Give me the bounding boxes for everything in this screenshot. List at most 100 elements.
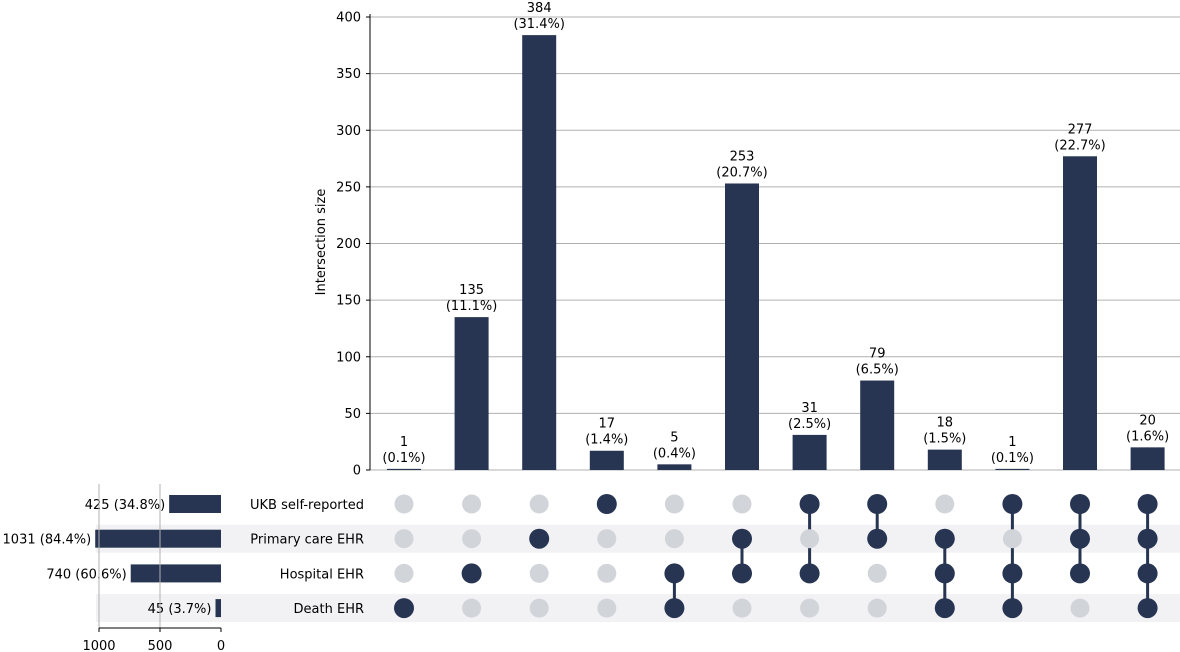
matrix-dot-active: [664, 598, 685, 619]
set-size-bars: 425 (34.8%) 1031 (84.4%) 740 (60.6%) 45 (3.…: [3, 495, 221, 618]
intersection-bar: [725, 183, 759, 471]
matrix-dot-inactive: [529, 563, 549, 583]
matrix-dot-active: [934, 598, 955, 619]
y-tick-label: 400: [336, 11, 361, 26]
bar-count-label: 277: [1068, 122, 1093, 137]
matrix-dot-inactive: [664, 529, 684, 549]
bar-value-labels: 1(0.1%)135(11.1%)384(31.4%)17(1.4%) 5(0.4…: [382, 1, 1169, 466]
matrix-dot-active: [867, 494, 888, 514]
y-tick-label: 0: [353, 464, 361, 479]
intersection-bar: [995, 468, 1030, 470]
bar-percent-label: (6.5%): [856, 363, 899, 378]
intersection-bars: [387, 35, 1165, 471]
matrix-dot-active: [394, 598, 414, 619]
y-tick-label: 50: [344, 407, 361, 422]
bar-count-label: 1: [1008, 435, 1016, 450]
set-name-label: Hospital EHR: [280, 567, 364, 582]
matrix-dot-inactive: [664, 494, 684, 514]
matrix-dot-active: [1002, 598, 1023, 619]
matrix-dot-inactive: [597, 563, 617, 583]
intersection-bar: [454, 317, 489, 470]
matrix-dot-inactive: [462, 494, 482, 514]
matrix-dot-inactive: [462, 598, 482, 618]
matrix-dot-inactive: [867, 598, 887, 618]
intersection-bar: [792, 434, 827, 470]
matrix-dot-inactive: [867, 563, 887, 583]
set-size-bar: [169, 495, 221, 513]
matrix-dot-inactive: [1002, 529, 1022, 549]
matrix-dot-active: [732, 528, 752, 549]
matrix-dot-inactive: [800, 529, 820, 549]
matrix-dot-active: [596, 494, 617, 514]
set-size-tick-label: 0: [217, 639, 225, 652]
row-stripe: [96, 594, 1180, 623]
matrix-dot-active: [664, 563, 685, 584]
y-axis-label: Intersection size: [314, 189, 329, 296]
matrix-dot-active: [867, 528, 888, 549]
intersection-bar: [522, 35, 557, 471]
bar-percent-label: (1.5%): [923, 432, 966, 447]
y-tick-label: 200: [336, 237, 361, 252]
matrix-dot-active: [1137, 528, 1158, 549]
row-stripe: [96, 524, 1180, 553]
bar-percent-label: (1.4%): [585, 433, 628, 448]
set-size-label: 45 (3.7%): [148, 602, 212, 617]
matrix-dot-inactive: [394, 563, 414, 583]
matrix-dot-inactive: [732, 598, 752, 618]
set-size-label: 1031 (84.4%): [3, 533, 92, 548]
matrix-dot-active: [799, 563, 820, 584]
intersection-bar: [1130, 447, 1165, 470]
matrix-dot-active: [1137, 563, 1158, 584]
matrix-dot-active: [799, 494, 820, 514]
matrix-dot-inactive: [529, 598, 549, 618]
matrix-dot-active: [732, 563, 752, 584]
y-tick-label: 300: [336, 124, 361, 139]
bar-count-label: 1: [400, 435, 408, 450]
matrix-dot-inactive: [935, 494, 955, 514]
matrix-dot-inactive: [597, 598, 617, 618]
matrix-dot-inactive: [1070, 598, 1090, 618]
set-name-label: Death EHR: [294, 602, 364, 617]
matrix-dot-active: [1137, 598, 1158, 619]
set-size-label: 740 (60.6%): [46, 567, 126, 582]
intersection-bar: [387, 468, 421, 470]
matrix-dot-inactive: [529, 494, 549, 514]
matrix-row-stripes: [96, 524, 1180, 623]
set-name-label: Primary care EHR: [250, 533, 364, 548]
matrix-dot-active: [529, 528, 550, 549]
matrix-dot-active: [1137, 494, 1158, 514]
matrix-dot-active: [1070, 563, 1090, 584]
matrix-dot-inactive: [462, 529, 482, 549]
membership-matrix: [394, 494, 1158, 619]
matrix-dot-inactive: [597, 529, 617, 549]
y-tick-label: 150: [336, 294, 361, 309]
matrix-dot-inactive: [394, 529, 414, 549]
matrix-dot-active: [1002, 563, 1023, 584]
bar-count-label: 31: [801, 401, 818, 416]
intersection-bar: [589, 450, 624, 470]
intersection-y-axis: 0 50 100 150 200 250 300 350 400: [336, 11, 371, 479]
y-tick-label: 350: [336, 67, 361, 82]
set-size-axis: 1000 500 0: [82, 484, 225, 652]
set-size-tick-label: 500: [148, 639, 173, 652]
matrix-dot-active: [934, 528, 955, 549]
matrix-dot-active: [934, 563, 955, 584]
bar-count-label: 253: [730, 149, 755, 164]
gridlines: [370, 16, 1180, 471]
bar-percent-label: (1.6%): [1126, 429, 1169, 444]
matrix-dot-active: [461, 563, 482, 584]
matrix-dot-inactive: [732, 494, 752, 514]
bar-percent-label: (22.7%): [1054, 138, 1105, 153]
bar-count-label: 5: [670, 430, 678, 445]
matrix-dot-inactive: [800, 598, 820, 618]
bar-percent-label: (0.1%): [991, 451, 1034, 466]
bar-percent-label: (0.1%): [382, 451, 425, 466]
bar-percent-label: (11.1%): [446, 299, 497, 314]
bar-count-label: 17: [599, 417, 616, 432]
set-size-label: 425 (34.8%): [85, 498, 165, 513]
set-size-bar: [215, 599, 221, 618]
matrix-dot-inactive: [394, 494, 414, 514]
y-tick-label: 100: [336, 350, 361, 365]
set-size-tick-label: 1000: [82, 639, 115, 652]
